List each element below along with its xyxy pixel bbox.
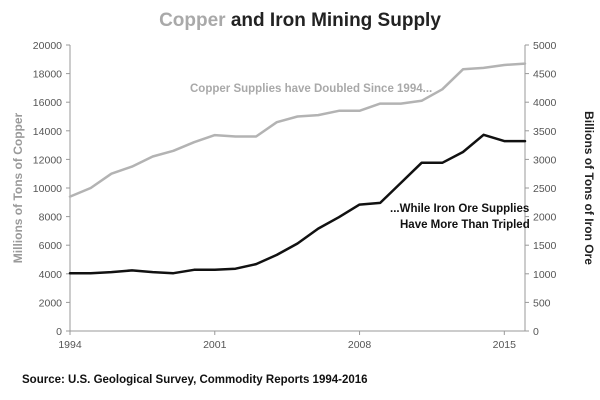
left-tick-label: 18000: [33, 69, 62, 81]
copper-annotation: Copper Supplies have Doubled Since 1994.…: [190, 83, 432, 95]
right-tick-label: 3000: [533, 154, 557, 166]
x-tick-label: 2008: [348, 339, 372, 351]
left-tick-label: 6000: [39, 240, 63, 252]
left-axis-title: Millions of Tons of Copper: [11, 112, 25, 263]
right-tick-label: 2000: [533, 212, 557, 224]
left-tick-label: 10000: [33, 183, 62, 195]
right-tick-label: 5000: [533, 40, 557, 52]
right-tick-label: 4000: [533, 97, 557, 109]
iron-annotation-line2: Have More Than Tripled: [400, 219, 530, 231]
right-tick-label: 500: [533, 297, 551, 309]
left-tick-label: 2000: [39, 297, 63, 309]
left-tick-label: 16000: [33, 97, 62, 109]
right-tick-label: 2500: [533, 183, 557, 195]
right-tick-label: 3500: [533, 126, 557, 138]
left-tick-label: 4000: [39, 269, 63, 281]
right-tick-label: 0: [533, 326, 539, 338]
right-axis-title: Billions of Tons of Iron Ore: [582, 111, 596, 265]
right-tick-label: 4500: [533, 69, 557, 81]
left-tick-label: 14000: [33, 126, 62, 138]
left-tick-label: 20000: [33, 40, 62, 52]
x-tick-label: 2001: [203, 339, 227, 351]
iron-series-line: [68, 133, 527, 275]
x-tick-label: 1994: [58, 339, 82, 351]
source-note: Source: U.S. Geological Survey, Commodit…: [22, 374, 368, 386]
left-tick-label: 12000: [33, 154, 62, 166]
chart-title: Copper and Iron Mining Supply: [0, 10, 600, 32]
x-tick-label: 2015: [493, 339, 517, 351]
right-tick-label: 1000: [533, 269, 557, 281]
iron-annotation-line1: ...While Iron Ore Supplies: [390, 203, 529, 215]
copper-series-line: [68, 62, 527, 198]
left-tick-label: 8000: [39, 212, 63, 224]
left-tick-label: 0: [56, 326, 62, 338]
chart-title-copper: Copper: [159, 10, 226, 31]
chart-title-rest: and Iron Mining Supply: [225, 10, 441, 31]
right-tick-label: 1500: [533, 240, 557, 252]
